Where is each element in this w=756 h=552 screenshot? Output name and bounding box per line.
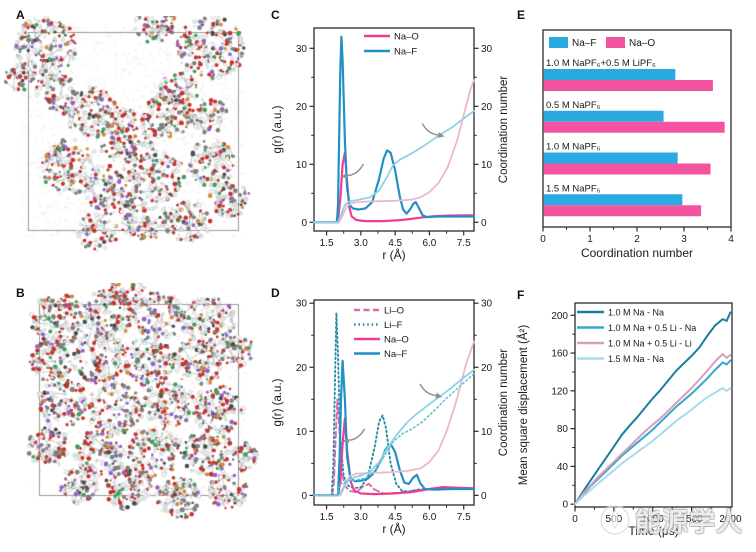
svg-text:Na–O: Na–O [629,38,655,49]
svg-text:7.5: 7.5 [457,238,471,249]
svg-text:6.0: 6.0 [422,238,436,249]
molecular-snapshot-b [4,283,260,549]
svg-text:20: 20 [481,102,493,113]
svg-text:1000: 1000 [642,514,665,525]
svg-text:30: 30 [481,299,493,310]
svg-text:Coordination number: Coordination number [581,246,693,260]
svg-text:500: 500 [606,514,623,525]
svg-text:20: 20 [296,363,308,374]
rdf-coordination-chart-na-li: 1.5 3.0 4.5 6.0 7.5 0 10 20 30 0 10 20 30 Coordinatio… [268,288,514,552]
svg-text:1.5 M NaPF₆: 1.5 M NaPF₆ [546,183,601,194]
svg-text:30: 30 [296,299,308,310]
svg-text:6.0: 6.0 [422,512,436,523]
svg-text:20: 20 [481,363,493,374]
svg-text:Na–F: Na–F [394,46,417,57]
svg-text:7.5: 7.5 [457,512,471,523]
svg-text:1: 1 [587,234,593,245]
svg-text:0: 0 [540,234,546,245]
svg-text:Li–O: Li–O [384,305,404,316]
svg-text:4.5: 4.5 [388,238,402,249]
svg-text:Na–O: Na–O [384,334,409,345]
svg-text:1500: 1500 [680,514,703,525]
svg-text:r (Å): r (Å) [382,247,405,262]
svg-text:30: 30 [481,44,493,55]
svg-text:0: 0 [301,218,307,229]
svg-text:160: 160 [551,349,568,360]
svg-text:1.0 M Na + 0.5 Li - Li: 1.0 M Na + 0.5 Li - Li [608,338,692,348]
svg-text:0: 0 [301,491,307,502]
svg-text:1.0 M NaPF₆: 1.0 M NaPF₆ [546,142,601,153]
svg-text:3: 3 [681,234,687,245]
svg-text:Li–F: Li–F [384,320,403,331]
svg-text:Mean square displacement (Å²): Mean square displacement (Å²) [517,325,530,486]
svg-text:1.0 M Na + 0.5 Li - Na: 1.0 M Na + 0.5 Li - Na [608,323,696,333]
svg-text:4: 4 [728,234,734,245]
svg-text:0: 0 [481,491,487,502]
svg-text:1.5: 1.5 [320,512,334,523]
svg-text:Coordination number: Coordination number [498,76,510,184]
svg-text:30: 30 [296,44,308,55]
svg-text:0.5 M NaPF₆: 0.5 M NaPF₆ [546,100,601,111]
svg-text:Coordination number: Coordination number [498,349,510,457]
svg-text:10: 10 [296,160,308,171]
panel-a-label: A [16,8,25,22]
svg-text:1.5: 1.5 [320,238,334,249]
svg-text:10: 10 [481,427,493,438]
svg-text:3.0: 3.0 [354,512,368,523]
svg-text:0: 0 [481,218,487,229]
svg-text:r (Å): r (Å) [382,521,405,536]
svg-text:80: 80 [557,424,569,435]
svg-text:Na–F: Na–F [384,349,407,360]
panel-d-label: D [271,286,280,300]
svg-text:0: 0 [572,514,578,525]
svg-text:1.5 M Na - Na: 1.5 M Na - Na [608,354,664,364]
svg-text:g(r) (a.u.): g(r) (a.u.) [272,105,284,153]
panel-e-label: E [517,8,526,22]
svg-text:Na–F: Na–F [572,38,596,49]
svg-text:20: 20 [296,102,308,113]
svg-text:g(r) (a.u.): g(r) (a.u.) [272,378,284,426]
svg-text:Na–O: Na–O [394,31,419,42]
svg-text:120: 120 [551,386,568,397]
coordination-number-bar-chart: 0 1 2 3 4 Coordination number Na–F Na–O 1.0 M Na… [514,14,756,264]
svg-text:1.0 M Na - Na: 1.0 M Na - Na [608,307,664,317]
svg-text:3.0: 3.0 [354,238,368,249]
svg-text:200: 200 [551,311,568,322]
molecular-snapshot-a [4,16,260,268]
svg-text:40: 40 [557,462,569,473]
panel-f-label: F [517,288,525,302]
svg-text:4.5: 4.5 [388,512,402,523]
msd-chart: 0 500 1000 1500 2000 0 40 80 120 160 200 Time (ps) M… [514,288,756,552]
svg-text:1.0 M NaPF₆+0.5 M LiPF₆: 1.0 M NaPF₆+0.5 M LiPF₆ [546,58,656,69]
svg-text:10: 10 [481,160,493,171]
svg-text:10: 10 [296,427,308,438]
svg-text:Time (ps): Time (ps) [628,524,678,538]
rdf-coordination-chart-na: 1.5 3.0 4.5 6.0 7.5 0 10 20 30 0 10 20 30 Coordinatio… [268,12,514,264]
svg-text:0: 0 [562,500,568,511]
svg-text:2: 2 [634,234,640,245]
panel-c-label: C [271,8,280,22]
svg-text:2000: 2000 [719,514,742,525]
